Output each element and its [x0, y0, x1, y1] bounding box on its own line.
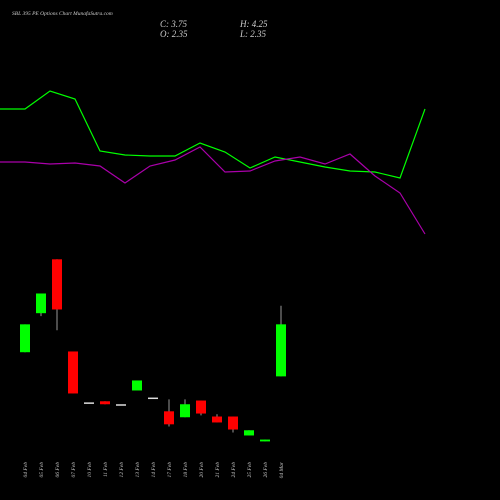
line-series — [0, 146, 426, 235]
x-tick-label: 18 Feb — [183, 462, 189, 478]
x-tick-label: 04 Feb — [22, 462, 29, 478]
x-tick-label: 10 Feb — [87, 462, 93, 478]
x-tick-label: 14 Feb — [150, 462, 157, 478]
x-tick-label: 21 Feb — [215, 462, 221, 478]
x-tick-label: 06 Feb — [55, 462, 61, 478]
x-tick-label: 13 Feb — [135, 462, 141, 478]
candle-body — [52, 259, 62, 310]
x-tick-label: 20 Feb — [199, 462, 205, 478]
x-tick-label: 05 Feb — [39, 462, 45, 478]
candle-body — [164, 411, 174, 425]
candle-body — [196, 400, 206, 414]
candle-body — [180, 404, 190, 418]
x-tick-label: 25 Feb — [247, 462, 253, 478]
candle-body — [116, 404, 126, 406]
x-tick-label: 07 Feb — [71, 462, 77, 478]
candle-body — [212, 416, 222, 423]
x-tick-label: 26 Feb — [263, 462, 269, 478]
candle-body — [100, 401, 110, 405]
candle-body — [244, 430, 254, 436]
low-label: L: 2.35 — [239, 29, 267, 39]
candle-body — [36, 293, 46, 314]
x-tick-label: 12 Feb — [119, 462, 125, 478]
x-tick-label: 04 Mar — [278, 461, 285, 478]
x-tick-label: 24 Feb — [230, 462, 237, 478]
candle-body — [20, 324, 30, 353]
line-series — [0, 90, 426, 179]
x-tick-label: 17 Feb — [167, 462, 173, 478]
x-tick-label: 11 Feb — [103, 462, 109, 477]
candle-body — [132, 380, 142, 391]
candle-body — [84, 402, 94, 404]
open-label: O: 2.35 — [160, 29, 188, 39]
candle-body — [260, 439, 270, 442]
candle-body — [68, 351, 78, 394]
chart-title: SBL 395 PE Options Chart MunafaSutra.com — [12, 10, 113, 17]
candle-body — [148, 397, 158, 400]
close-label: C: 3.75 — [160, 19, 188, 29]
candle-body — [276, 324, 286, 377]
high-label: H: 4.25 — [239, 19, 268, 29]
candle-body — [228, 416, 238, 430]
